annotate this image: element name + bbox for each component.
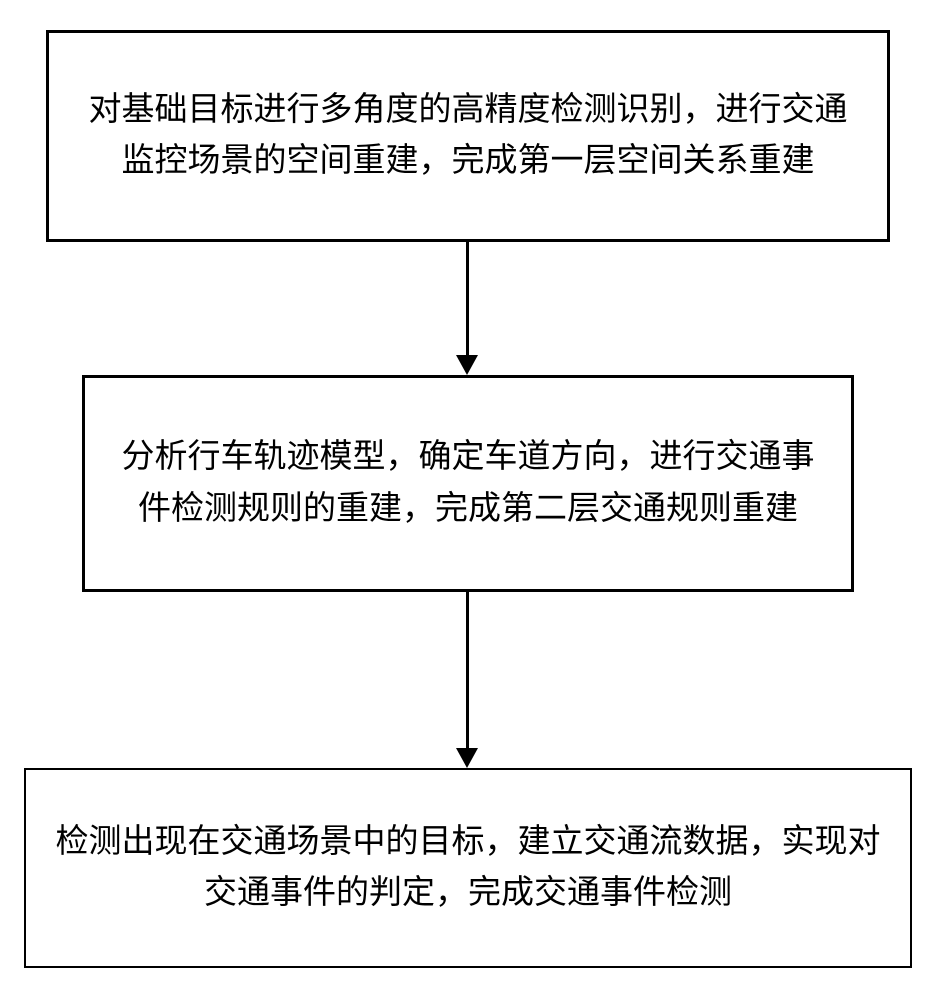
flowchart-canvas: 对基础目标进行多角度的高精度检测识别，进行交通监控场景的空间重建，完成第一层空间… — [0, 0, 936, 1000]
node-text: 检测出现在交通场景中的目标，建立交通流数据，实现对交通事件的判定，完成交通事件检… — [54, 817, 882, 919]
node-text: 分析行车轨迹模型，确定车道方向，进行交通事件检测规则的重建，完成第二层交通规则重… — [113, 432, 823, 534]
arrow-head-icon — [456, 748, 478, 768]
arrow-line — [466, 242, 469, 355]
arrow-line — [466, 592, 469, 748]
arrow-head-icon — [456, 355, 478, 375]
node-text: 对基础目标进行多角度的高精度检测识别，进行交通监控场景的空间重建，完成第一层空间… — [77, 85, 859, 187]
flow-node-traffic-rule-reconstruction: 分析行车轨迹模型，确定车道方向，进行交通事件检测规则的重建，完成第二层交通规则重… — [82, 375, 854, 592]
flow-node-traffic-event-detection: 检测出现在交通场景中的目标，建立交通流数据，实现对交通事件的判定，完成交通事件检… — [24, 768, 912, 968]
flow-node-spatial-reconstruction: 对基础目标进行多角度的高精度检测识别，进行交通监控场景的空间重建，完成第一层空间… — [46, 30, 890, 242]
